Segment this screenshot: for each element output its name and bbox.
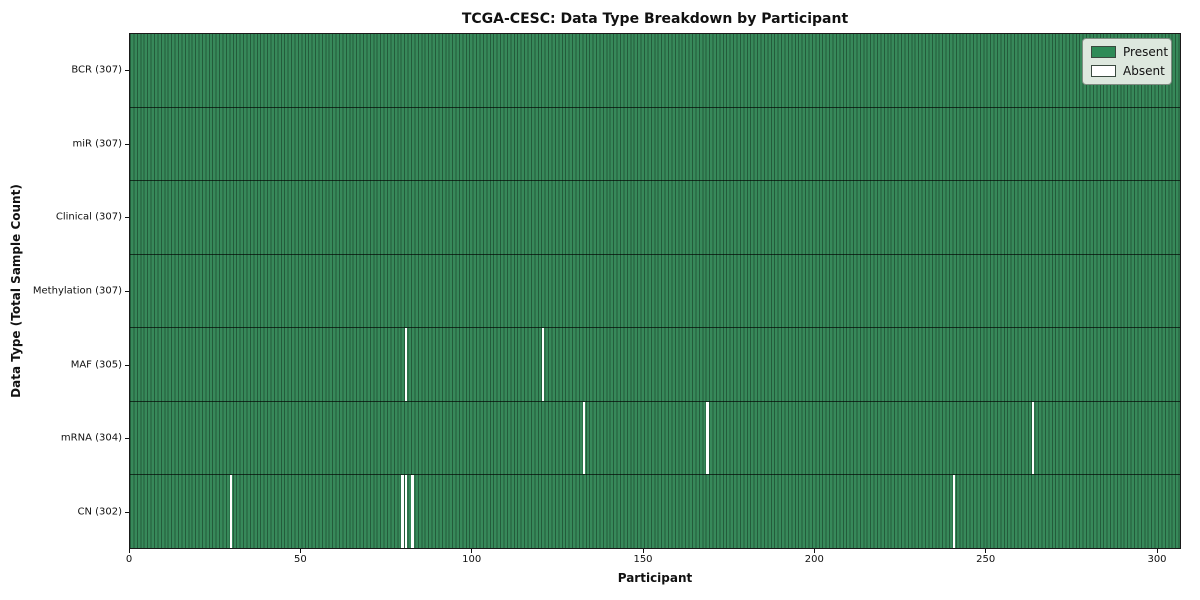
legend-entry-absent: Absent (1091, 64, 1165, 78)
heatmap-row-Methylation (130, 255, 1180, 329)
absent-cell (401, 475, 404, 549)
heatmap-row-BCR (130, 34, 1180, 108)
ytick-mark (125, 143, 129, 145)
xtick-mark (985, 549, 987, 553)
ytick-label-miR: miR (307) (72, 138, 122, 150)
y-axis-label: Data Type (Total Sample Count) (9, 184, 23, 398)
xtick-mark (128, 549, 130, 553)
ytick-mark (125, 512, 129, 514)
legend-label-present: Present (1123, 45, 1169, 59)
legend: Present Absent (1082, 38, 1172, 85)
xtick-label-100: 100 (462, 554, 482, 565)
absent-cell (952, 475, 956, 549)
legend-label-absent: Absent (1123, 64, 1165, 78)
absent-cell (706, 401, 709, 475)
xtick-label-250: 250 (976, 554, 996, 565)
xtick-label-0: 0 (125, 554, 133, 565)
absent-cell (582, 401, 586, 475)
heatmap-plot-area (129, 33, 1181, 549)
ytick-label-mRNA: mRNA (304) (60, 432, 122, 444)
absent-cell (411, 475, 414, 549)
present-swatch (1091, 46, 1116, 58)
ytick-mark (125, 69, 129, 71)
ytick-label-BCR: BCR (307) (71, 64, 122, 76)
absent-swatch (1091, 65, 1116, 77)
ytick-label-Methylation: Methylation (307) (32, 285, 122, 297)
xtick-label-200: 200 (804, 554, 824, 565)
heatmap-row-miR (130, 108, 1180, 182)
xtick-mark (642, 549, 644, 553)
xtick-mark (299, 549, 301, 553)
ytick-label-MAF: MAF (305) (70, 359, 122, 371)
heatmap-row-Clinical (130, 181, 1180, 255)
absent-cell (541, 328, 545, 401)
ytick-mark (125, 291, 129, 292)
absent-cell (404, 475, 408, 549)
xtick-label-150: 150 (633, 554, 653, 565)
x-axis-label: Participant (617, 571, 693, 585)
xtick-mark (471, 549, 473, 553)
heatmap-row-CN (130, 475, 1180, 549)
xtick-mark (813, 549, 815, 553)
ytick-label-Clinical: Clinical (307) (55, 211, 122, 223)
xtick-label-300: 300 (1147, 554, 1167, 565)
heatmap-row-MAF (130, 328, 1180, 402)
absent-cell (229, 475, 233, 549)
xtick-mark (1156, 549, 1158, 553)
chart-title: TCGA-CESC: Data Type Breakdown by Partic… (461, 11, 849, 27)
ytick-mark (125, 364, 129, 366)
legend-entry-present: Present (1091, 45, 1168, 59)
absent-cell (1031, 401, 1035, 475)
heatmap-row-mRNA (130, 401, 1180, 476)
xtick-label-50: 50 (293, 554, 307, 565)
ytick-mark (125, 217, 129, 219)
ytick-label-CN: CN (302) (77, 506, 122, 518)
absent-cell (404, 328, 408, 401)
ytick-mark (125, 438, 129, 440)
